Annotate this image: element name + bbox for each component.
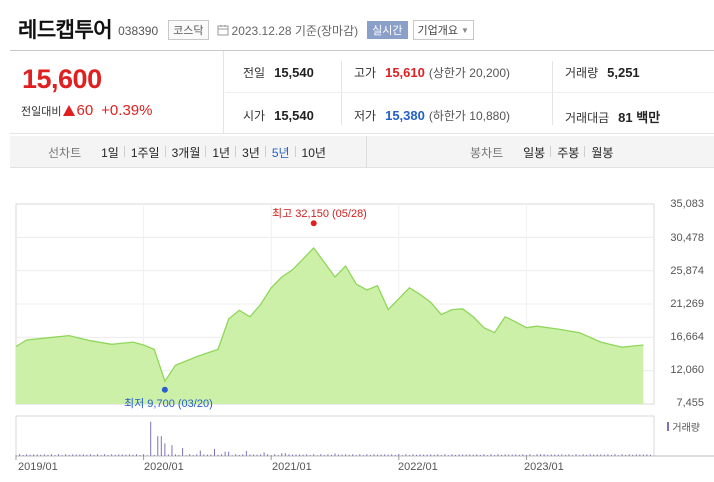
chart-tabbar: 선차트 1일 1주일 3개월 1년 3년 5년 10년 봉차트 일봉 주봉 월봉 bbox=[10, 136, 714, 168]
volume-legend-label: 거래량 bbox=[672, 423, 700, 434]
y-tick-label: 12,060 bbox=[670, 364, 704, 376]
tab-3y[interactable]: 3년 bbox=[235, 144, 266, 161]
open-label: 시가 bbox=[243, 109, 266, 123]
current-price: 15,600 bbox=[22, 64, 102, 94]
x-tick-label: 2021/01 bbox=[272, 461, 312, 473]
low-marker bbox=[161, 386, 168, 393]
high-value: 15,610 bbox=[385, 65, 425, 80]
amount-label: 거래대금 bbox=[565, 111, 610, 125]
high-cell: 고가 15,610 (상한가 20,200) bbox=[354, 64, 510, 81]
price-chart: 35,083 30,478 25,874 21,269 16,664 12,06… bbox=[0, 190, 714, 482]
divider bbox=[366, 136, 367, 168]
y-tick-label: 30,478 bbox=[670, 232, 704, 244]
volume-legend-swatch bbox=[667, 422, 670, 431]
y-tick-label: 7,455 bbox=[676, 397, 704, 409]
high-annotation: 최고 32,150 (05/28) bbox=[272, 208, 367, 220]
high-marker bbox=[310, 220, 317, 227]
volume-legend: 거래량 bbox=[667, 419, 700, 434]
tab-10y[interactable]: 10년 bbox=[294, 144, 332, 161]
price-change: 전일대비 60 +0.39% bbox=[21, 102, 152, 119]
open-cell: 시가 15,540 bbox=[243, 107, 314, 124]
amount-cell: 거래대금 81 백만 bbox=[565, 107, 660, 126]
volume-label: 거래량 bbox=[565, 66, 599, 80]
line-chart-tabs: 선차트 1일 1주일 3개월 1년 3년 5년 10년 bbox=[48, 136, 332, 168]
current-price-block: 15,600 전일대비 60 +0.39% bbox=[10, 51, 224, 134]
clock-icon bbox=[217, 25, 229, 36]
prev-close-cell: 전일 15,540 bbox=[243, 64, 314, 81]
realtime-button[interactable]: 실시간 bbox=[367, 21, 408, 39]
tab-daily[interactable]: 일봉 bbox=[523, 145, 546, 160]
low-value: 15,380 bbox=[385, 108, 425, 123]
change-amount: 60 bbox=[76, 102, 94, 119]
volume-plot-frame bbox=[15, 415, 655, 457]
divider bbox=[225, 92, 714, 93]
price-area bbox=[16, 248, 644, 404]
corp-info-dropdown[interactable]: 기업개요 ▼ bbox=[412, 20, 474, 40]
y-tick-label: 35,083 bbox=[670, 198, 704, 210]
upper-limit: (상한가 20,200) bbox=[428, 66, 511, 80]
corp-info-label: 기업개요 bbox=[417, 25, 458, 37]
prev-close-label: 전일 bbox=[243, 66, 266, 80]
x-tick-label: 2023/01 bbox=[524, 461, 564, 473]
tab-monthly[interactable]: 월봉 bbox=[584, 144, 619, 161]
market-badge: 코스닥 bbox=[168, 20, 209, 40]
chevron-down-icon: ▼ bbox=[460, 25, 469, 35]
prev-close-value: 15,540 bbox=[274, 65, 314, 80]
tab-1y[interactable]: 1년 bbox=[205, 144, 236, 161]
quote-panel: 15,600 전일대비 60 +0.39% 전일 15,540 고가 15,61… bbox=[10, 50, 714, 134]
low-label: 저가 bbox=[354, 109, 377, 123]
candle-chart-tabs: 봉차트 일봉 주봉 월봉 bbox=[470, 136, 619, 168]
price-chart-svg bbox=[15, 203, 714, 460]
high-label: 고가 bbox=[354, 66, 377, 80]
y-tick-label: 25,874 bbox=[670, 265, 704, 277]
change-percent: +0.39% bbox=[101, 102, 153, 119]
x-tick-label: 2019/01 bbox=[18, 461, 58, 473]
tab-1w[interactable]: 1주일 bbox=[123, 144, 166, 161]
divider bbox=[341, 61, 342, 125]
volume-value: 5,251 bbox=[607, 65, 640, 80]
stock-code: 038390 bbox=[118, 23, 159, 38]
y-tick-label: 16,664 bbox=[670, 331, 704, 343]
x-tick-label: 2022/01 bbox=[398, 461, 438, 473]
x-tick-label: 2020/01 bbox=[144, 461, 184, 473]
volume-cell: 거래량 5,251 bbox=[565, 64, 640, 81]
line-chart-label: 선차트 bbox=[48, 145, 82, 160]
up-triangle-icon bbox=[63, 105, 76, 116]
tab-3m[interactable]: 3개월 bbox=[164, 144, 207, 161]
y-tick-label: 21,269 bbox=[670, 298, 704, 310]
tab-5y[interactable]: 5년 bbox=[264, 144, 296, 161]
tab-weekly[interactable]: 주봉 bbox=[550, 144, 585, 161]
low-cell: 저가 15,380 (하한가 10,880) bbox=[354, 107, 510, 124]
change-label: 전일대비 bbox=[21, 105, 62, 118]
open-value: 15,540 bbox=[274, 108, 314, 123]
stock-name: 레드캡투어 bbox=[18, 19, 113, 42]
quote-date: 2023.12.28 기준(장마감) bbox=[231, 24, 359, 38]
lower-limit: (하한가 10,880) bbox=[428, 109, 511, 123]
amount-value: 81 백만 bbox=[618, 110, 661, 125]
tab-1d[interactable]: 1일 bbox=[101, 145, 119, 160]
divider bbox=[552, 61, 553, 125]
low-annotation: 최저 9,700 (03/20) bbox=[124, 398, 213, 410]
price-line bbox=[15, 246, 644, 383]
candle-chart-label: 봉차트 bbox=[470, 145, 504, 160]
stock-title-row: 레드캡투어 038390 코스닥 2023.12.28 기준(장마감) 실시간 … bbox=[18, 14, 474, 44]
